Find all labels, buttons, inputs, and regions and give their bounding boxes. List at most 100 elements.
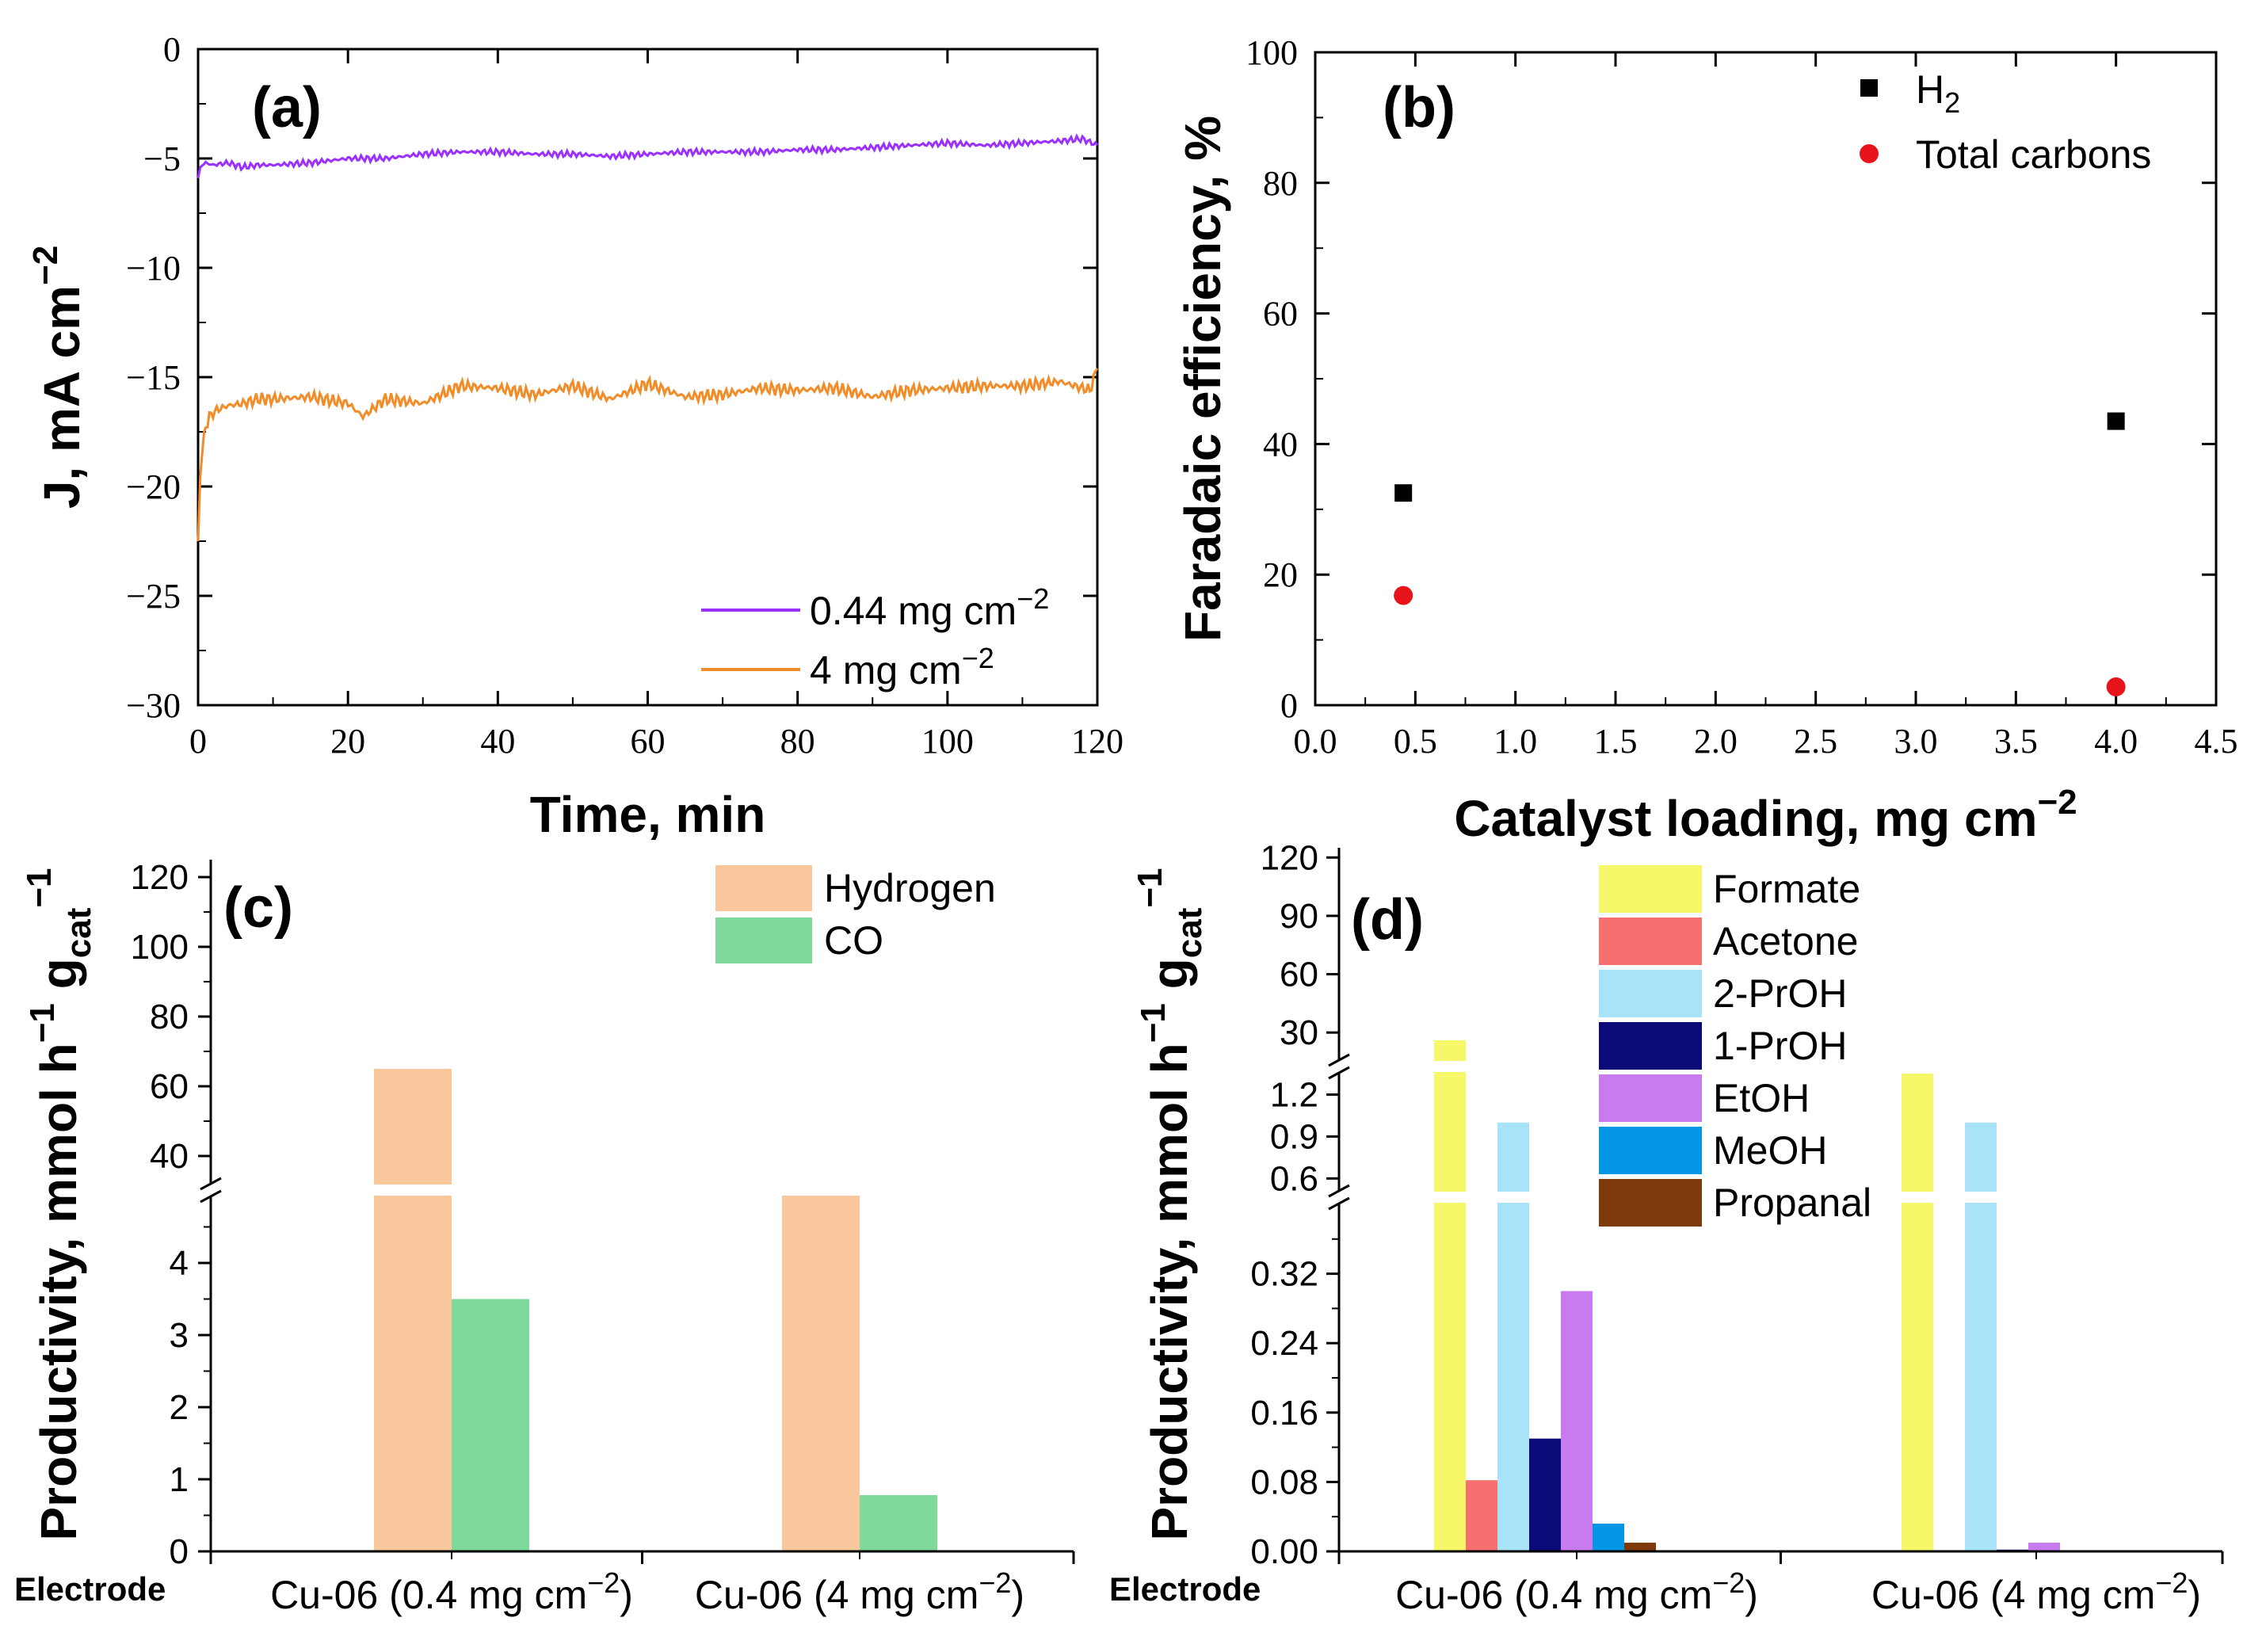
y-tick-label: 0.9 (1270, 1117, 1318, 1156)
y-tick-label: −30 (126, 686, 181, 725)
legend-label: EtOH (1713, 1076, 1810, 1120)
legend-label: CO (824, 918, 883, 963)
y-tick-label: 120 (1261, 838, 1318, 877)
panel-c: 0 1 2 3 4 40 60 80 100 120 Cu-06 (0.4 mg cm−2) Cu-0… (14, 858, 1075, 1617)
scatter-point-h2 (1394, 484, 1413, 502)
y-tick-label: 80 (1263, 164, 1298, 203)
x-axis-title: Time, min (530, 786, 766, 843)
legend-label: MeOH (1713, 1128, 1827, 1173)
bar-break-gap (1900, 1192, 1935, 1203)
bar-break-gap (1432, 1061, 1467, 1072)
legend-marker-square (1860, 79, 1878, 97)
axis-break-mark (1328, 1196, 1350, 1211)
y-tick-label: 0.32 (1250, 1255, 1318, 1294)
bar-co (860, 1495, 937, 1551)
legend-label: Formate (1713, 867, 1860, 911)
y-tick-label: 0.00 (1250, 1532, 1318, 1571)
y-tick-label: 4 (170, 1244, 189, 1283)
y-tick-label: 100 (1246, 33, 1298, 72)
legend-swatch (1599, 1179, 1702, 1227)
legend-swatch (1599, 1074, 1702, 1122)
x-tick-label: 0 (189, 722, 207, 761)
y-tick-label: −20 (126, 467, 181, 506)
bar-2-proh (1497, 1122, 1529, 1551)
legend-label: Hydrogen (824, 866, 996, 910)
y-axis-title: Productivity, mmol h−1 gcat−1 (20, 868, 98, 1540)
bar-meoh (1593, 1523, 1624, 1551)
bar-break-gap (1496, 1192, 1531, 1203)
y-tick-label: 0.16 (1250, 1394, 1318, 1433)
x-tick-label: 2.5 (1794, 722, 1837, 761)
x-tick-label: 120 (1071, 722, 1123, 761)
electrode-label: Electrode (14, 1570, 166, 1608)
panel-label: (a) (252, 76, 322, 139)
y-tick-label: 120 (131, 858, 189, 897)
legend-swatch (1599, 1127, 1702, 1174)
y-tick-label: 40 (1263, 425, 1298, 464)
bar-propanal (1624, 1543, 1656, 1551)
category-label: Cu-06 (0.4 mg cm−2) (270, 1566, 633, 1617)
x-axis-title: Catalyst loading, mg cm−2 (1454, 783, 2077, 847)
legend-label: Acetone (1713, 919, 1858, 963)
x-tick-label: 40 (480, 722, 515, 761)
y-tick-label: 60 (1263, 295, 1298, 334)
y-tick-label: 20 (1263, 555, 1298, 594)
y-tick-label: 2 (170, 1388, 189, 1427)
y-axis-title: Productivity, mmol h−1 gcat−1 (1131, 868, 1209, 1540)
electrode-label: Electrode (1109, 1570, 1261, 1608)
y-tick-label: −5 (143, 139, 181, 178)
y-tick-label: 0 (1280, 686, 1298, 725)
scatter-point-total-carbons (1394, 586, 1413, 605)
legend-label: Total carbons (1916, 132, 2151, 177)
x-tick-label: 100 (921, 722, 974, 761)
bar-formate (1902, 1074, 1933, 1551)
y-axis-title: Faradaic efficiency, % (1174, 116, 1231, 642)
axis-break-mark (1328, 1053, 1350, 1067)
legend-swatch (1599, 1022, 1702, 1070)
category-label: Cu-06 (0.4 mg cm−2) (1395, 1566, 1758, 1617)
x-tick-label: 20 (330, 722, 365, 761)
y-tick-label: 0.6 (1270, 1159, 1318, 1198)
y-tick-label: 80 (150, 998, 189, 1036)
y-tick-label: −15 (126, 358, 181, 397)
y-tick-label: 60 (1280, 956, 1318, 994)
legend-label: 1-PrOH (1713, 1024, 1847, 1068)
x-tick-label: 4.5 (2195, 722, 2238, 761)
x-tick-label: 4.0 (2094, 722, 2138, 761)
panel-label: (b) (1383, 76, 1455, 139)
bar-2-proh (1965, 1122, 1997, 1551)
y-axis-title: J, mA cm−2 (26, 246, 90, 509)
legend-marker-circle (1860, 144, 1879, 163)
panel-a: 0 20 40 60 80 100 120 0 −5 −10 −15 −20 −25 −30 0.44 mg… (26, 30, 1123, 843)
category-label: Cu-06 (4 mg cm−2) (1871, 1566, 2201, 1617)
legend-label: 0.44 mg cm−2 (810, 582, 1049, 633)
y-tick-label: 1.2 (1270, 1075, 1318, 1114)
y-tick-label: 0.08 (1250, 1463, 1318, 1501)
bar-break-gap (780, 1185, 861, 1196)
x-tick-label: 3.5 (1994, 722, 2038, 761)
scatter-point-h2 (2107, 412, 2125, 430)
bar-break-gap (1963, 1192, 1998, 1203)
bar-hydrogen (374, 1069, 452, 1551)
legend-label: 2-PrOH (1713, 971, 1847, 1016)
axis-break-mark (200, 1177, 222, 1191)
legend-swatch (715, 918, 812, 963)
x-tick-label: 0.0 (1294, 722, 1337, 761)
y-tick-label: 1 (170, 1460, 189, 1499)
y-tick-label: 30 (1280, 1013, 1318, 1052)
y-tick-label: 0 (163, 30, 181, 69)
x-tick-label: 2.0 (1694, 722, 1738, 761)
panel-label: (d) (1351, 888, 1424, 952)
bar-etoh (1561, 1291, 1593, 1551)
y-tick-label: 0 (170, 1532, 189, 1571)
bar-formate (1434, 1040, 1466, 1551)
legend-swatch (715, 865, 812, 911)
bar-1-proh (1529, 1438, 1561, 1551)
panel-d: 0.00 0.08 0.16 0.24 0.32 0.60.91.2 30 60 90 120 Cu… (1109, 838, 2224, 1617)
panel-label: (c) (223, 876, 293, 940)
y-tick-label: 40 (150, 1137, 189, 1176)
legend-swatch (1599, 970, 1702, 1017)
x-tick-label: 0.5 (1394, 722, 1437, 761)
bar-etoh (2028, 1543, 2060, 1551)
